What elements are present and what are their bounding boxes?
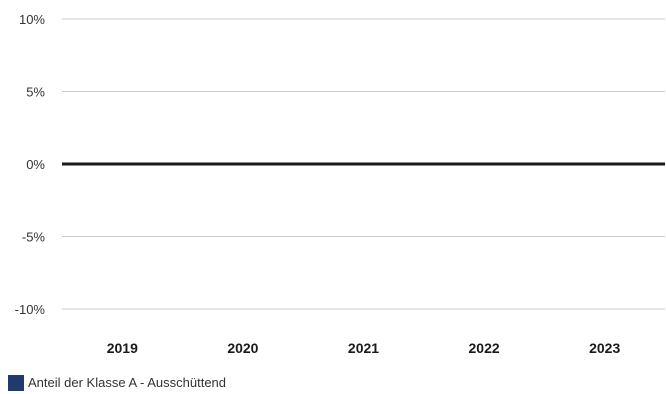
x-category-label: 2021 <box>348 340 379 356</box>
y-axis-tick-labels: 10% 5% 0% -5% -10% <box>15 12 46 317</box>
y-tick-label: 10% <box>19 12 45 27</box>
y-tick-label: -5% <box>22 230 46 245</box>
legend: Anteil der Klasse A - Ausschüttend <box>8 374 226 392</box>
x-category-label: 2019 <box>107 340 138 356</box>
y-tick-label: 5% <box>26 85 45 100</box>
x-axis-category-labels: 2019 2020 2021 2022 2023 <box>107 340 621 356</box>
grid-lines <box>62 18 665 310</box>
x-category-label: 2023 <box>589 340 620 356</box>
y-tick-label: 0% <box>26 157 45 172</box>
x-category-label: 2022 <box>469 340 500 356</box>
legend-label: Anteil der Klasse A - Ausschüttend <box>28 375 227 390</box>
y-tick-label: -10% <box>15 302 46 317</box>
legend-swatch <box>8 375 24 391</box>
x-category-label: 2020 <box>227 340 258 356</box>
